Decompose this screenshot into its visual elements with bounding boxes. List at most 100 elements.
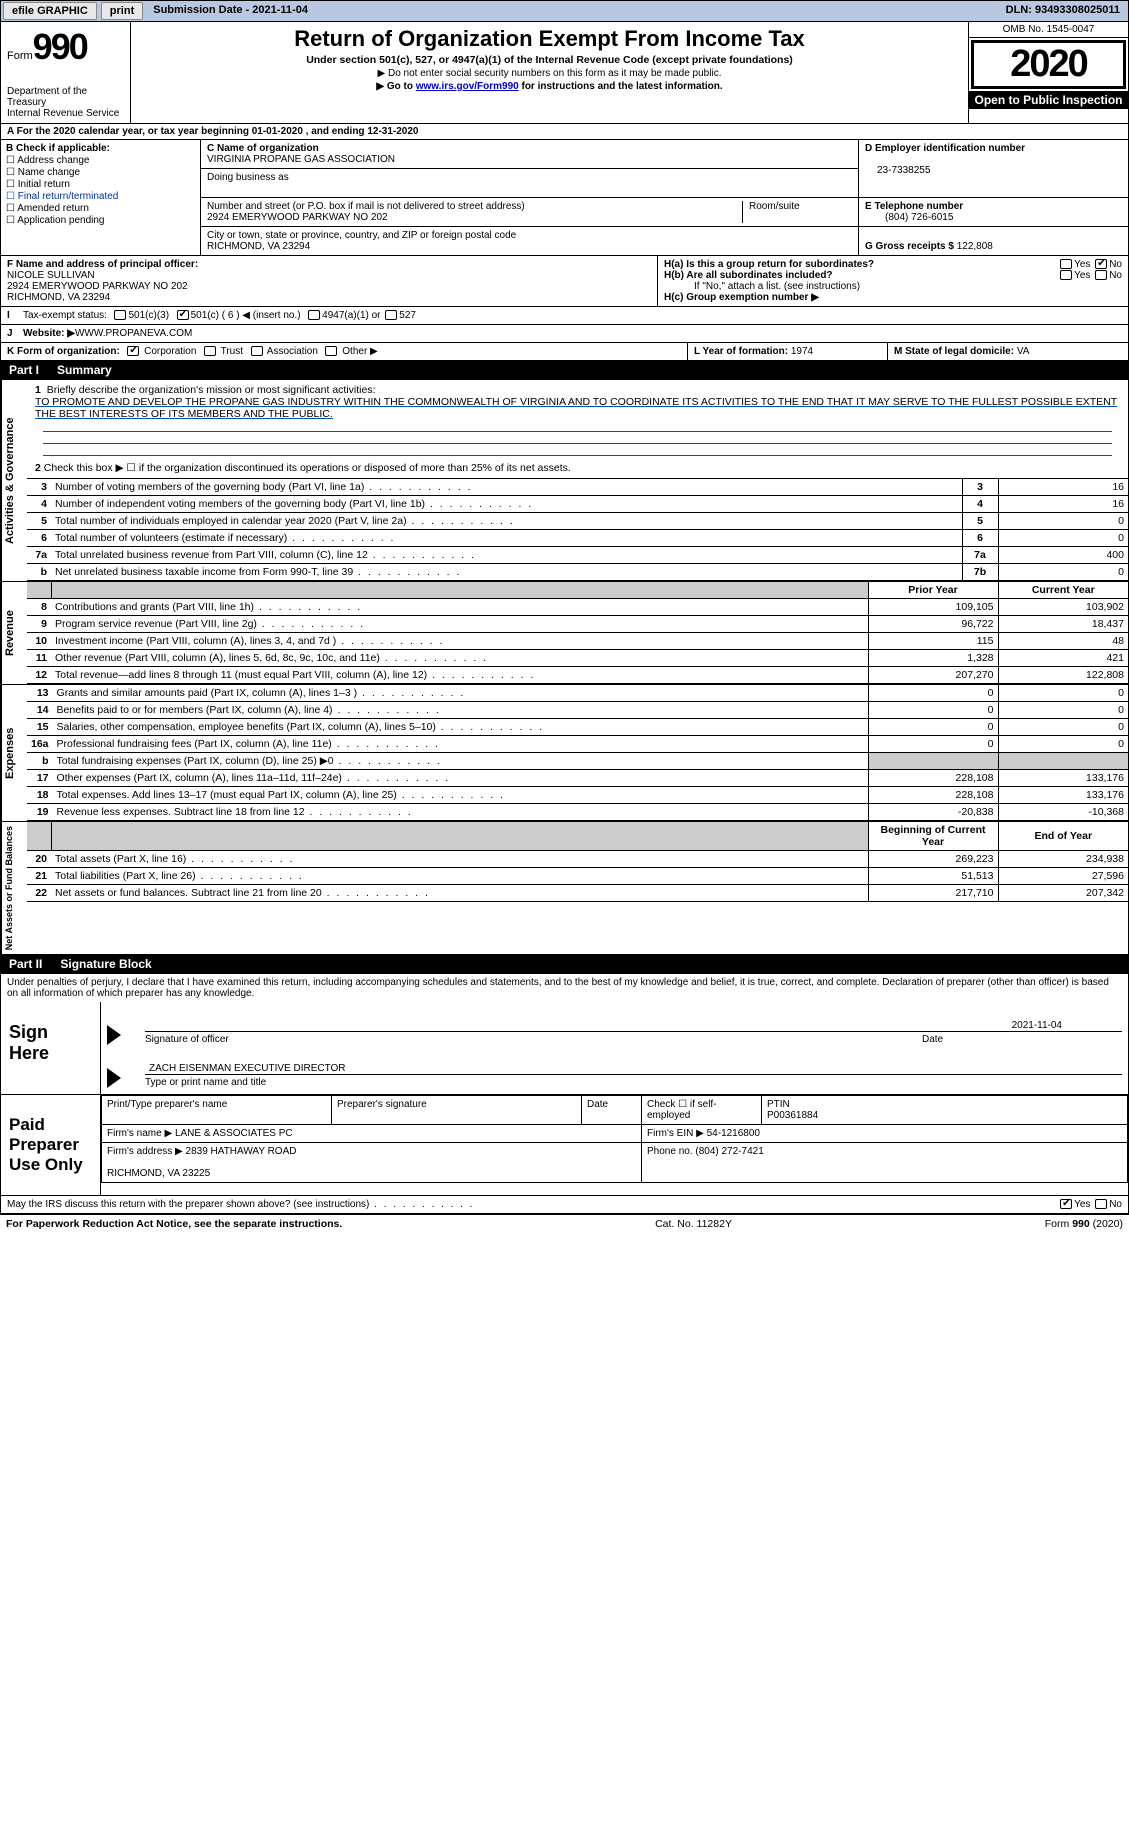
table-row: 12Total revenue—add lines 8 through 11 (… [27, 667, 1128, 684]
k-trust[interactable] [204, 346, 216, 356]
table-row: 14Benefits paid to or for members (Part … [27, 702, 1128, 719]
gross-cell: G Gross receipts $ 122,808 [859, 227, 1128, 255]
perjury-declaration: Under penalties of perjury, I declare th… [0, 974, 1129, 1002]
irs-yes[interactable] [1060, 1199, 1072, 1209]
cb-name-change[interactable]: ☐ Name change [6, 167, 195, 178]
top-bar: efile GRAPHIC print Submission Date - 20… [0, 0, 1129, 22]
k-other[interactable] [325, 346, 337, 356]
box-b-label: B Check if applicable: [6, 143, 110, 154]
i-501c3[interactable] [114, 310, 126, 320]
firm-phone: Phone no. (804) 272-7421 [642, 1143, 1128, 1183]
subtitle-3: ▶ Go to www.irs.gov/Form990 for instruct… [139, 81, 960, 92]
subtitle-2: ▶ Do not enter social security numbers o… [139, 68, 960, 79]
sign-here-block: Sign Here 2021-11-04 Signature of office… [0, 1002, 1129, 1095]
table-row: 8Contributions and grants (Part VIII, li… [27, 599, 1128, 616]
submission-date-label: Submission Date - [153, 4, 252, 16]
firm-ein: Firm's EIN ▶ 54-1216800 [642, 1125, 1128, 1143]
hb-no[interactable] [1095, 270, 1107, 280]
side-rev: Revenue [1, 582, 27, 684]
prep-sig: Preparer's signature [332, 1096, 582, 1125]
submission-date: Submission Date - 2021-11-04 [145, 1, 316, 21]
org-name-label: C Name of organization [207, 143, 319, 154]
officer-addr: 2924 EMERYWOOD PARKWAY NO 202 RICHMOND, … [7, 281, 188, 303]
table-row: 17Other expenses (Part IX, column (A), l… [27, 770, 1128, 787]
header-left: Form990 Department of the Treasury Inter… [1, 22, 131, 123]
mission-text: TO PROMOTE AND DEVELOP THE PROPANE GAS I… [35, 396, 1117, 420]
i-527[interactable] [385, 310, 397, 320]
hb-yes[interactable] [1060, 270, 1072, 280]
addr-row: Number and street (or P.O. box if mail i… [201, 198, 858, 227]
i-4947[interactable] [308, 310, 320, 320]
cb-app-pending[interactable]: ☐ Application pending [6, 215, 195, 226]
org-name-row: C Name of organization VIRGINIA PROPANE … [201, 140, 858, 169]
box-b: B Check if applicable: ☐ Address change … [1, 140, 201, 255]
table-row: 3Number of voting members of the governi… [27, 479, 1128, 496]
pra-notice: For Paperwork Reduction Act Notice, see … [6, 1218, 342, 1230]
addr-value: 2924 EMERYWOOD PARKWAY NO 202 [207, 212, 388, 223]
print-button[interactable]: print [101, 2, 143, 20]
website-value: WWW.PROPANEVA.COM [75, 328, 192, 339]
gov-table: 3Number of voting members of the governi… [27, 479, 1128, 581]
k-assoc[interactable] [251, 346, 263, 356]
i-501c[interactable] [177, 310, 189, 320]
may-irs-row: May the IRS discuss this return with the… [0, 1196, 1129, 1214]
prep-row-1: Print/Type preparer's name Preparer's si… [102, 1096, 1128, 1125]
exp-table: 13Grants and similar amounts paid (Part … [27, 685, 1128, 821]
sign-body: 2021-11-04 Signature of officerDate ZACH… [101, 1002, 1128, 1094]
tax-year: 2020 [971, 40, 1126, 89]
k-corp[interactable] [127, 346, 139, 356]
blank-line-1 [43, 420, 1112, 432]
org-name: VIRGINIA PROPANE GAS ASSOCIATION [207, 154, 395, 165]
ha-yes[interactable] [1060, 259, 1072, 269]
part2-header: Part II Signature Block [0, 955, 1129, 974]
cb-amended[interactable]: ☐ Amended return [6, 203, 195, 214]
row-k: K Form of organization: Corporation Trus… [1, 343, 688, 360]
irs-link[interactable]: www.irs.gov/Form990 [416, 81, 519, 92]
box-f-label: F Name and address of principal officer: [7, 259, 198, 270]
city-label: City or town, state or province, country… [207, 230, 516, 241]
table-row: 4Number of independent voting members of… [27, 496, 1128, 513]
footer: For Paperwork Reduction Act Notice, see … [0, 1214, 1129, 1233]
cb-initial-return[interactable]: ☐ Initial return [6, 179, 195, 190]
ha-no[interactable] [1095, 259, 1107, 269]
paid-preparer-block: Paid Preparer Use Only Print/Type prepar… [0, 1095, 1129, 1196]
prep-table: Print/Type preparer's name Preparer's si… [101, 1095, 1128, 1183]
dept-treasury: Department of the Treasury Internal Reve… [7, 86, 124, 119]
phone-value: (804) 726-6015 [865, 212, 953, 223]
form-footer: Form 990 (2020) [1045, 1218, 1123, 1230]
arrow-icon [107, 1025, 121, 1045]
table-row: 22Net assets or fund balances. Subtract … [27, 885, 1128, 902]
identity-block: B Check if applicable: ☐ Address change … [0, 140, 1129, 256]
efile-button[interactable]: efile GRAPHIC [3, 2, 97, 20]
cb-address-change[interactable]: ☐ Address change [6, 155, 195, 166]
prep-date: Date [582, 1096, 642, 1125]
row-m: M State of legal domicile: VA [888, 343, 1128, 360]
sign-here-label: Sign Here [1, 1002, 101, 1094]
sig-line-1: 2021-11-04 [145, 1012, 1122, 1032]
side-net: Net Assets or Fund Balances [1, 822, 27, 954]
prep-row-3: Firm's address ▶ 2839 HATHAWAY ROAD RICH… [102, 1143, 1128, 1183]
mission-block: 1 Briefly describe the organization's mi… [27, 380, 1128, 479]
prep-name: Print/Type preparer's name [102, 1096, 332, 1125]
prep-body: Print/Type preparer's name Preparer's si… [101, 1095, 1128, 1195]
row-i: I Tax-exempt status: 501(c)(3) 501(c) ( … [0, 307, 1129, 325]
form-header: Form990 Department of the Treasury Inter… [0, 22, 1129, 124]
table-row: 5Total number of individuals employed in… [27, 513, 1128, 530]
rev-hdr: Prior Year Current Year [27, 582, 1128, 599]
row-l: L Year of formation: 1974 [688, 343, 888, 360]
blank-line-3 [43, 444, 1112, 456]
sig-line-2: ZACH EISENMAN EXECUTIVE DIRECTOR [145, 1055, 1122, 1075]
table-row: 13Grants and similar amounts paid (Part … [27, 685, 1128, 702]
cb-final-return[interactable]: ☐ Final return/terminated [6, 191, 195, 202]
gross-label: G Gross receipts $ [865, 241, 957, 252]
may-irs-text: May the IRS discuss this return with the… [7, 1199, 1058, 1210]
part1-exp: Expenses 13Grants and similar amounts pa… [0, 684, 1129, 821]
dba-label: Doing business as [207, 172, 289, 183]
irs-no[interactable] [1095, 1199, 1107, 1209]
subtitle-1: Under section 501(c), 527, or 4947(a)(1)… [139, 54, 960, 66]
line-a-tax-year: A For the 2020 calendar year, or tax yea… [0, 124, 1129, 140]
table-row: 11Other revenue (Part VIII, column (A), … [27, 650, 1128, 667]
h-a: H(a) Is this a group return for subordin… [664, 259, 1122, 270]
city-row: City or town, state or province, country… [201, 227, 858, 255]
prep-self: Check ☐ if self-employed [642, 1096, 762, 1125]
